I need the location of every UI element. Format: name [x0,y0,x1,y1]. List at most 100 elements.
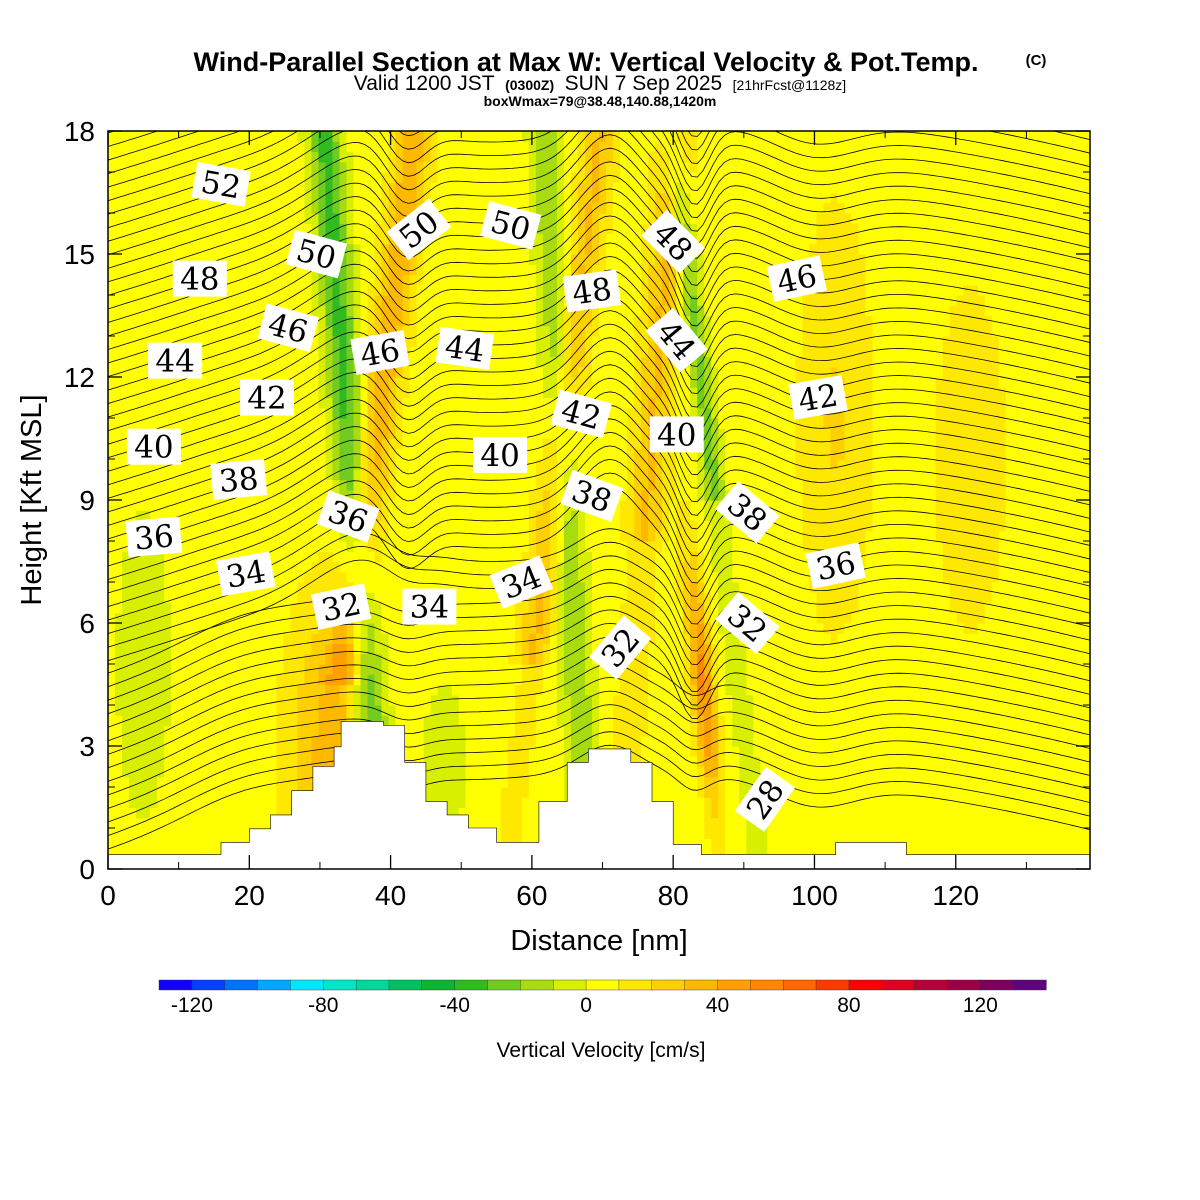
y-tick-label: 0 [79,854,95,885]
colorbar-tick-label: -40 [440,994,470,1017]
contour-label-text: 42 [796,377,841,419]
x-tick-label: 40 [375,880,406,911]
colorbar-tick-label: 120 [963,994,998,1017]
colorbar-swatch [520,979,554,991]
colorbar-swatch [487,979,521,991]
theta-contour [108,188,1090,323]
contour-label-text: 34 [410,590,449,626]
y-tick-label: 9 [79,485,95,516]
colorbar-swatch [881,979,916,991]
contour-label: 38 [560,469,624,523]
colorbar-swatch [355,979,390,991]
contour-label: 40 [649,416,704,453]
theta-contour [108,731,1090,836]
contour-label: 40 [126,428,181,466]
colorbar-swatch [290,979,324,991]
theta-contour [108,131,1090,188]
contour-label: 36 [125,516,183,558]
colorbar-swatch [947,979,981,991]
colorbar-tick-label: -80 [308,994,338,1017]
colorbar-swatch [1012,979,1047,991]
contour-label-text: 40 [657,417,696,453]
colorbar-swatch [914,979,949,991]
contour-label: 44 [435,326,495,370]
theta-contour [108,595,1090,701]
x-tick-label: 120 [932,880,979,911]
colorbar-swatch [782,979,817,991]
contour-label-text: 48 [570,271,614,312]
theta-contour [108,541,1090,648]
y-tick-label: 6 [79,608,95,639]
colorbar-swatch [750,979,784,991]
x-axis-label: Distance [nm] [510,925,687,957]
colorbar-swatch [684,979,719,991]
theta-contour [108,458,1090,594]
x-tick-label: 20 [234,880,265,911]
terrain-mask [108,721,1090,869]
colorbar-swatch [815,979,850,991]
colorbar-swatch [388,979,423,991]
x-tick-label: 80 [658,880,689,911]
theta-contour [108,134,1090,269]
theta-contour [108,568,1090,674]
contour-label-text: 32 [318,586,364,629]
theta-contour [108,131,1090,256]
x-tick-label: 100 [791,880,838,911]
contour-label-text: 36 [813,545,859,588]
contour-label: 40 [473,436,528,474]
contour-label: 36 [316,490,380,543]
colorbar-tick-label: 40 [706,994,729,1017]
theta-contour [108,445,1090,580]
theta-contour [108,677,1090,782]
contour-label-text: 36 [133,518,175,557]
contour-label-text: 44 [155,344,194,380]
y-tick-label: 3 [79,731,95,762]
colorbar-label: Vertical Velocity [cm/s] [497,1039,706,1062]
y-tick-label: 12 [64,362,95,393]
x-tick-label: 60 [516,880,547,911]
contour-label-text: 40 [134,430,173,466]
theta-contour [108,161,1090,296]
contour-label: 46 [350,329,410,375]
contour-label-text: 44 [443,329,487,370]
theta-contour [108,622,1090,728]
contour-label: 42 [788,375,848,420]
contour-label-text: 48 [180,262,219,298]
colorbar-swatch [717,979,751,991]
colorbar-tick-label: 80 [837,994,860,1017]
contour-label: 42 [550,389,613,439]
x-tick-label: 0 [100,880,116,911]
theta-contour [108,555,1090,662]
chart-subtitle-2: boxWmax=79@38.48,140.88,1420m [484,93,717,109]
contour-label: 52 [191,161,251,207]
contour-label: 42 [240,379,294,417]
theta-contour [108,337,1090,472]
theta-contour [108,582,1090,688]
theta-contour [108,201,1090,337]
contour-label: 50 [285,229,348,279]
theta-contour [108,744,1090,850]
theta-contour [108,350,1090,486]
theta-contour [108,131,1090,202]
theta-contour [108,215,1090,350]
subtitle-date: SUN 7 Sep 2025 [565,72,723,95]
contour-label-text: 52 [198,164,243,206]
theta-contour [108,663,1090,769]
colorbar-swatch [553,979,587,991]
colorbar-swatch [651,979,686,991]
theta-contour [108,131,1090,242]
colorbar-swatch [224,979,259,991]
theta-contour [108,472,1090,607]
contour-label-text: 46 [774,258,820,301]
chart-title-mark: (C) [1026,52,1047,69]
theta-contour [108,131,1090,229]
contour-label: 46 [257,303,319,353]
subtitle-valid: Valid 1200 JST [354,72,495,95]
contour-label-text: 42 [247,381,286,417]
theta-contour [108,636,1090,742]
contour-label: 32 [310,583,372,630]
colorbar: -120 -80 -40 0 40 80 120 [158,979,1047,1017]
